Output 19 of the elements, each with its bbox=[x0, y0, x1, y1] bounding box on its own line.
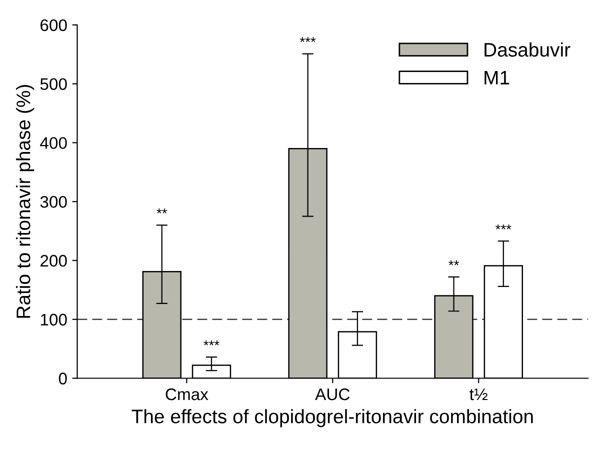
y-tick-label: 0 bbox=[58, 372, 67, 384]
legend-label: M1 bbox=[484, 70, 510, 84]
x-tick-label: t½ bbox=[470, 388, 488, 400]
data-label: *** bbox=[204, 340, 220, 346]
x-tick-label: Cmax bbox=[166, 388, 208, 400]
y-tick-label: 300 bbox=[40, 196, 67, 208]
y-tick-label: 400 bbox=[40, 137, 67, 149]
y-tick-label: 600 bbox=[40, 19, 67, 32]
legend-label: Dasabuvir bbox=[484, 42, 570, 57]
y-tick-label: 200 bbox=[40, 254, 67, 267]
x-tick-label: AUC bbox=[315, 388, 350, 400]
y-tick-label: 100 bbox=[40, 314, 67, 326]
x-axis-title: The effects of clopidogrel-ritonavir combination bbox=[132, 409, 533, 428]
annotation: *** bbox=[300, 37, 316, 42]
annotation: ** bbox=[156, 208, 168, 214]
y-axis-title: Ratio to ritonavir phase (%) bbox=[16, 84, 34, 318]
data-label: ** bbox=[448, 260, 459, 266]
data-label: *** bbox=[496, 224, 512, 230]
y-tick-label: 500 bbox=[40, 78, 67, 90]
